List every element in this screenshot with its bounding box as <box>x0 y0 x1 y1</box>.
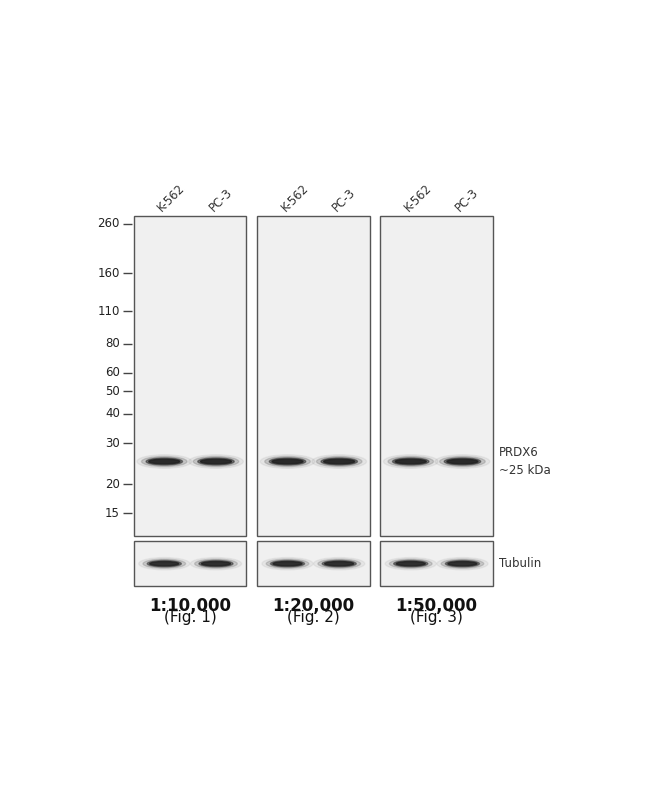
Ellipse shape <box>273 561 302 565</box>
Bar <box>380 217 493 536</box>
Ellipse shape <box>272 460 303 464</box>
Text: PC-3: PC-3 <box>453 186 482 214</box>
Text: 50: 50 <box>105 385 120 398</box>
Text: 15: 15 <box>105 507 120 520</box>
Text: 110: 110 <box>98 305 120 318</box>
Text: Tubulin: Tubulin <box>499 557 541 570</box>
Text: K-562: K-562 <box>402 181 434 214</box>
Text: 1:10,000: 1:10,000 <box>149 597 231 615</box>
Ellipse shape <box>146 458 183 465</box>
Ellipse shape <box>266 559 309 568</box>
Ellipse shape <box>143 559 186 568</box>
Ellipse shape <box>389 559 432 568</box>
Text: 30: 30 <box>105 437 120 450</box>
Ellipse shape <box>270 561 305 567</box>
Ellipse shape <box>435 455 489 468</box>
Ellipse shape <box>324 460 355 464</box>
Ellipse shape <box>396 561 425 565</box>
Bar <box>257 541 370 586</box>
Ellipse shape <box>200 460 231 464</box>
Ellipse shape <box>385 557 436 570</box>
Ellipse shape <box>447 460 478 464</box>
Ellipse shape <box>138 557 190 570</box>
Ellipse shape <box>317 456 362 467</box>
Bar <box>380 541 493 586</box>
Ellipse shape <box>142 456 187 467</box>
Ellipse shape <box>444 458 480 465</box>
Ellipse shape <box>325 561 354 565</box>
Ellipse shape <box>384 455 438 468</box>
Text: 80: 80 <box>105 337 120 350</box>
Ellipse shape <box>194 559 237 568</box>
Ellipse shape <box>199 561 233 567</box>
Text: 1:20,000: 1:20,000 <box>272 597 354 615</box>
Ellipse shape <box>149 460 180 464</box>
Text: 160: 160 <box>98 267 120 280</box>
Ellipse shape <box>448 561 477 565</box>
Ellipse shape <box>262 557 313 570</box>
Text: 1:50,000: 1:50,000 <box>396 597 478 615</box>
Ellipse shape <box>148 561 181 567</box>
Ellipse shape <box>388 456 434 467</box>
Bar <box>257 217 370 536</box>
Ellipse shape <box>439 456 485 467</box>
Ellipse shape <box>314 557 365 570</box>
Ellipse shape <box>260 455 315 468</box>
Ellipse shape <box>394 561 428 567</box>
Ellipse shape <box>437 557 488 570</box>
Text: 260: 260 <box>98 218 120 231</box>
Text: 40: 40 <box>105 408 120 421</box>
Ellipse shape <box>265 456 310 467</box>
Ellipse shape <box>137 455 192 468</box>
Ellipse shape <box>269 458 305 465</box>
Ellipse shape <box>202 561 231 565</box>
Ellipse shape <box>318 559 361 568</box>
Text: K-562: K-562 <box>278 181 311 214</box>
Ellipse shape <box>312 455 367 468</box>
Ellipse shape <box>198 458 234 465</box>
Ellipse shape <box>190 557 242 570</box>
Text: K-562: K-562 <box>155 181 188 214</box>
Ellipse shape <box>321 458 358 465</box>
Ellipse shape <box>441 559 484 568</box>
Text: PC-3: PC-3 <box>207 186 235 214</box>
Bar <box>134 541 246 586</box>
Ellipse shape <box>193 456 239 467</box>
Text: (Fig. 1): (Fig. 1) <box>164 610 216 625</box>
Ellipse shape <box>393 458 429 465</box>
Text: PC-3: PC-3 <box>330 186 358 214</box>
Ellipse shape <box>188 455 243 468</box>
Ellipse shape <box>150 561 179 565</box>
Text: 20: 20 <box>105 477 120 490</box>
Text: 60: 60 <box>105 366 120 379</box>
Text: (Fig. 2): (Fig. 2) <box>287 610 340 625</box>
Ellipse shape <box>395 460 426 464</box>
Text: PRDX6
~25 kDa: PRDX6 ~25 kDa <box>499 446 551 477</box>
Ellipse shape <box>445 561 480 567</box>
Ellipse shape <box>322 561 356 567</box>
Bar <box>134 217 246 536</box>
Text: (Fig. 3): (Fig. 3) <box>410 610 463 625</box>
